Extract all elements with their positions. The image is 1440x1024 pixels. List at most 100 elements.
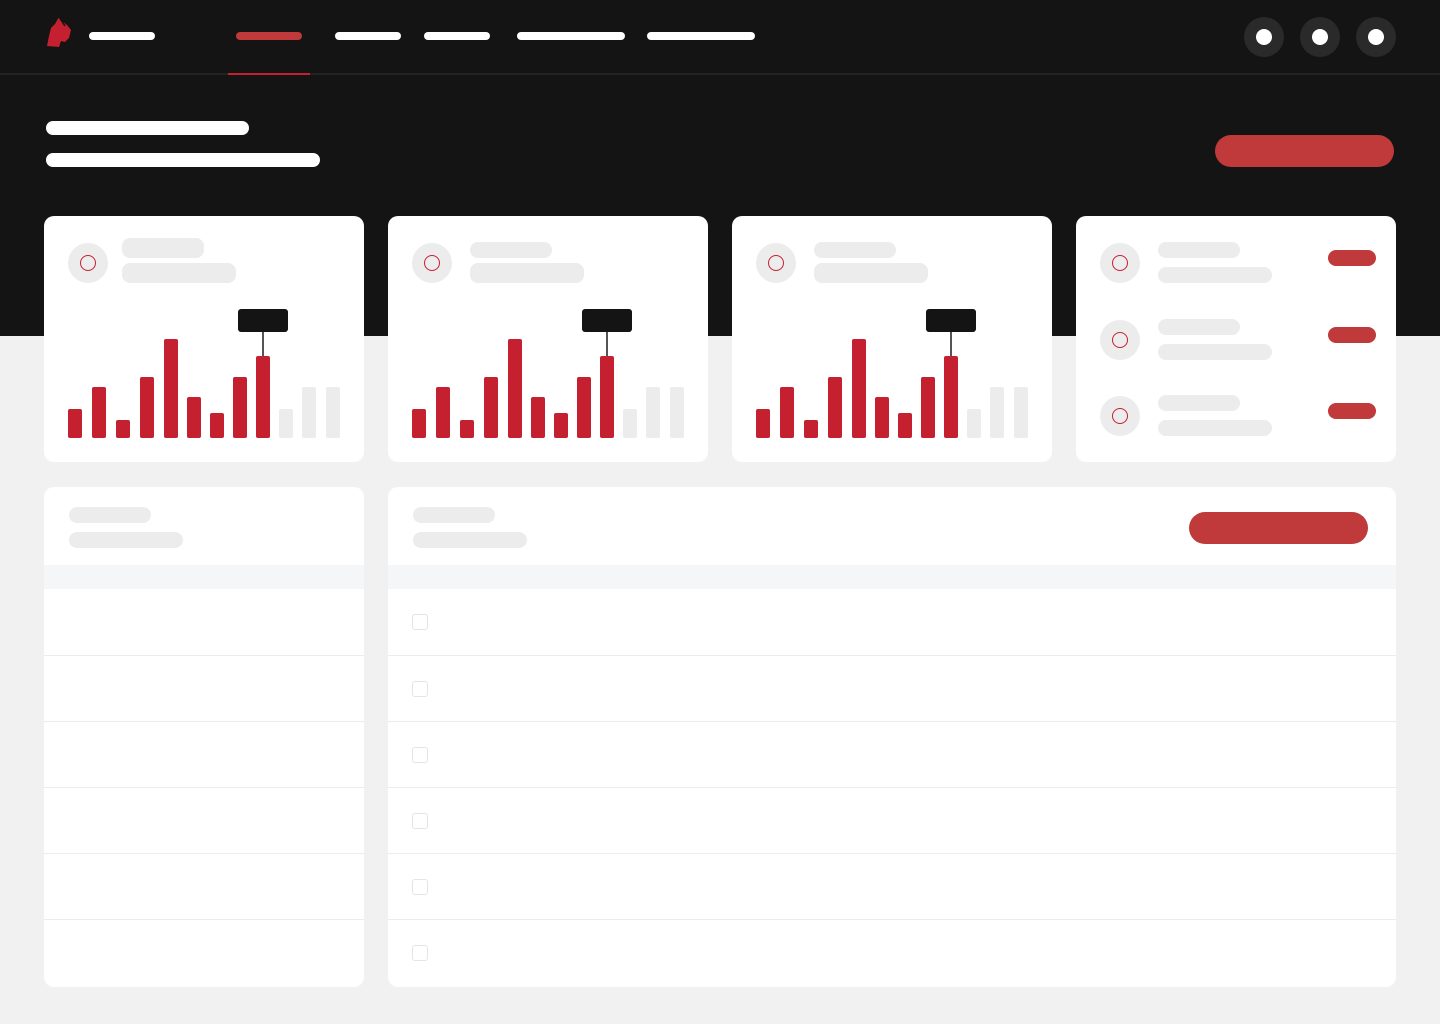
table-row[interactable] [388,853,1396,919]
chart-bar[interactable] [412,409,426,438]
chart-bar[interactable] [921,377,935,438]
chart-bar[interactable] [623,409,637,438]
chart-bar[interactable] [1014,387,1028,438]
circle-icon [1112,408,1128,424]
row-checkbox[interactable] [412,879,428,895]
stat-icon [412,243,452,283]
chart-bar[interactable] [875,397,889,438]
list-item-badge[interactable] [1328,403,1376,419]
page-title [46,121,249,135]
chart-bar[interactable] [460,420,474,438]
panel-title [413,507,495,523]
chart-bar[interactable] [646,387,660,438]
row-checkbox[interactable] [412,747,428,763]
list-item-icon [1100,243,1140,283]
chart-bar[interactable] [68,409,82,438]
chart-bar[interactable] [600,356,614,438]
right-table-panel [388,487,1396,987]
primary-action-button[interactable] [1215,135,1394,167]
chart-bar[interactable] [967,409,981,438]
nav-item[interactable] [647,32,755,40]
chart-bar[interactable] [531,397,545,438]
table-row[interactable] [44,853,364,919]
circle-icon [768,255,784,271]
chart-bar[interactable] [577,377,591,438]
chart-bar[interactable] [828,377,842,438]
table-header [44,565,364,589]
table-action-button[interactable] [1189,512,1368,544]
table-row[interactable] [44,919,364,985]
page-subtitle [46,153,320,167]
nav-item[interactable] [517,32,625,40]
chart-bar[interactable] [898,413,912,438]
brand-name [89,32,155,40]
panel-subtitle [413,532,527,548]
table-row[interactable] [388,721,1396,787]
chart-bar[interactable] [554,413,568,438]
nav-item[interactable] [335,32,401,40]
stat-icon [756,243,796,283]
chart-bar[interactable] [944,356,958,438]
list-item-icon [1100,396,1140,436]
table-row[interactable] [388,589,1396,655]
chart-bar[interactable] [508,339,522,438]
chart-bar[interactable] [140,377,154,438]
chart-bar[interactable] [326,387,340,438]
stat-card [732,216,1052,462]
list-item-title [1158,318,1240,335]
list-item-badge[interactable] [1328,326,1376,343]
profile-button[interactable] [1356,17,1396,57]
chart-bar[interactable] [210,413,224,438]
chart-bar[interactable] [92,387,106,438]
chart-tooltip [926,309,976,332]
table-row[interactable] [44,589,364,655]
dot-icon [1312,29,1328,45]
chart-bar[interactable] [780,387,794,438]
table-row[interactable] [44,655,364,721]
row-checkbox[interactable] [412,614,428,630]
stat-value [814,263,928,283]
list-item-subtitle [1158,343,1272,360]
chart-bar[interactable] [233,377,247,438]
logo-icon [47,16,71,47]
stat-label [814,242,896,258]
chart-bar[interactable] [436,387,450,438]
notifications-button[interactable] [1244,17,1284,57]
dot-icon [1256,29,1272,45]
chart-bar[interactable] [804,420,818,438]
table-row[interactable] [388,787,1396,853]
nav-item[interactable] [424,32,490,40]
circle-icon [80,255,96,271]
list-card [1076,216,1396,462]
row-checkbox[interactable] [412,681,428,697]
dot-icon [1368,29,1384,45]
chart-bar[interactable] [256,356,270,438]
chart-tooltip [238,309,288,332]
chart-bar[interactable] [116,420,130,438]
table-row[interactable] [44,787,364,853]
chart-bar[interactable] [670,387,684,438]
chart-bar[interactable] [302,387,316,438]
list-item-badge[interactable] [1328,250,1376,266]
nav-item[interactable] [236,32,302,40]
tooltip-pointer [262,332,264,356]
chart-bar[interactable] [852,339,866,438]
tooltip-pointer [950,332,952,356]
table-row[interactable] [44,721,364,787]
table-row[interactable] [388,919,1396,985]
chart-bar[interactable] [484,377,498,438]
table-row[interactable] [388,655,1396,721]
chart-bar[interactable] [187,397,201,438]
panel-title [69,507,151,523]
panel-subtitle [69,532,183,548]
chart-bar[interactable] [279,409,293,438]
row-checkbox[interactable] [412,945,428,961]
row-checkbox[interactable] [412,813,428,829]
list-item-title [1158,242,1240,258]
stat-card [388,216,708,462]
settings-button[interactable] [1300,17,1340,57]
chart-bar[interactable] [164,339,178,438]
chart-bar[interactable] [990,387,1004,438]
nav-divider [0,73,1440,75]
chart-bar[interactable] [756,409,770,438]
